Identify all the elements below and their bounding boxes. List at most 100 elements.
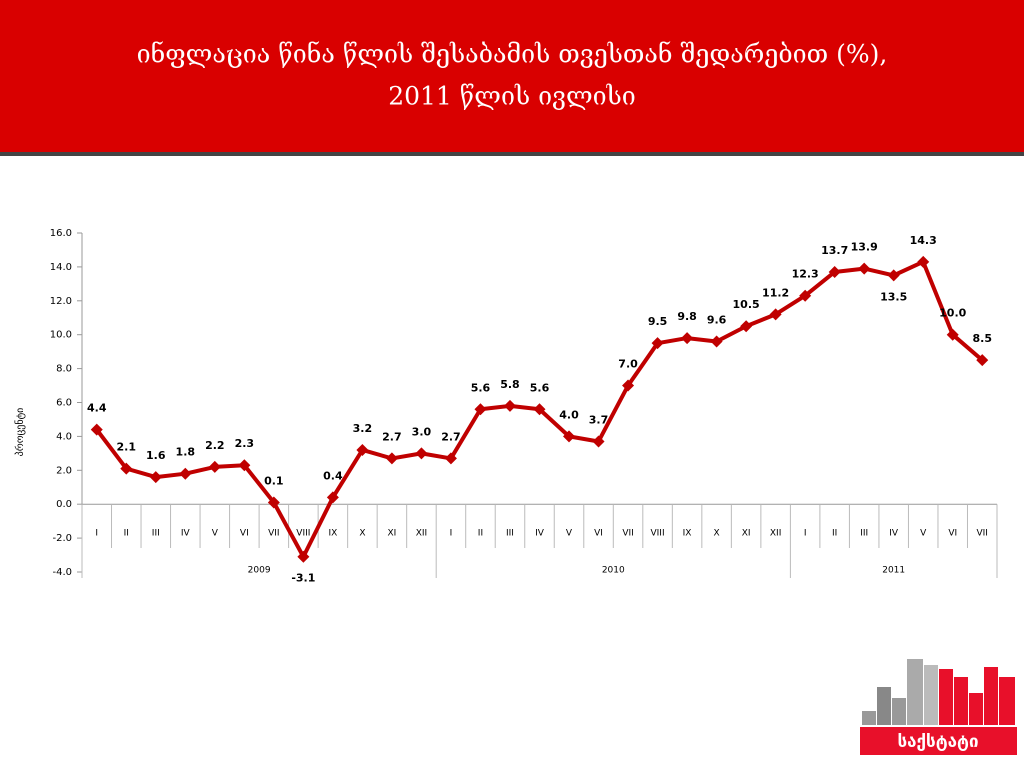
data-label: 11.2 [762, 286, 789, 299]
data-label: 2.1 [117, 441, 137, 454]
x-tick-label: I [95, 529, 98, 539]
logo: საქსტატი [860, 659, 1017, 755]
x-tick-label: IV [535, 529, 545, 539]
y-tick-label: 6.0 [56, 398, 72, 409]
data-label: 5.6 [530, 381, 550, 394]
x-tick-label: III [860, 529, 868, 539]
x-tick-label: VII [622, 529, 633, 539]
logo-bar [907, 659, 923, 725]
marker [149, 471, 162, 484]
marker [385, 452, 398, 465]
marker [533, 403, 546, 416]
marker [592, 435, 605, 448]
chart-title: ინფლაცია წინა წლის შესაბამის თვესთან შედ… [137, 40, 888, 69]
x-tick-label: VIII [296, 529, 310, 539]
data-label: 12.3 [792, 268, 819, 281]
x-tick-label: II [124, 529, 129, 539]
marker [474, 403, 487, 416]
y-tick-label: 0.0 [56, 499, 72, 510]
data-label: 1.8 [176, 446, 196, 459]
marker [622, 379, 635, 392]
data-label: 4.4 [87, 402, 107, 415]
group-label: 2009 [248, 566, 271, 576]
data-label: 14.3 [910, 234, 937, 247]
data-label: 5.8 [500, 378, 520, 391]
data-label: 3.2 [353, 422, 373, 435]
marker [828, 265, 841, 278]
logo-bar [999, 677, 1015, 725]
x-tick-label: II [832, 529, 837, 539]
data-label: 1.6 [146, 449, 166, 462]
plot: -4.0 -2.0 0.0 2.0 4.0 6.0 8.0 10.0 12.0 14.0 16.0 I… [50, 228, 998, 585]
data-label: 3.0 [412, 425, 432, 438]
marker [946, 328, 959, 341]
x-tick-label: VI [948, 529, 957, 539]
data-label: 3.7 [589, 413, 609, 426]
x-tick-label: IV [181, 529, 191, 539]
group-label: 2011 [882, 566, 905, 576]
data-label: 9.5 [648, 315, 668, 328]
y-tick-label: 16.0 [50, 228, 72, 239]
marker [681, 332, 694, 345]
y-tick-label: 2.0 [56, 465, 72, 476]
marker [651, 337, 664, 350]
chart-subtitle: 2011 წლის ივლისი [388, 82, 636, 111]
x-tick-label: I [450, 529, 453, 539]
data-label: 9.6 [707, 313, 727, 326]
data-label: 2.7 [441, 430, 461, 443]
data-label: 10.5 [733, 298, 760, 311]
logo-bar [984, 667, 998, 725]
marker [356, 443, 369, 456]
marker [90, 423, 103, 436]
logo-bar [939, 669, 953, 725]
x-tick-label: XII [416, 529, 427, 539]
data-label: 13.9 [851, 241, 878, 254]
marker [917, 255, 930, 268]
data-label: 0.4 [323, 469, 343, 482]
logo-bar [969, 693, 983, 725]
marker [740, 320, 753, 333]
data-label: 13.5 [880, 290, 907, 303]
marker [326, 491, 339, 504]
header-band [0, 0, 1024, 152]
marker [769, 308, 782, 321]
y-tick-label: 14.0 [50, 262, 72, 273]
x-tick-label: III [152, 529, 160, 539]
y-tick-label: 8.0 [56, 364, 72, 375]
marker [120, 462, 133, 475]
logo-bar [862, 711, 876, 725]
x-tick-label: IV [889, 529, 899, 539]
data-label: 10.0 [939, 307, 966, 320]
x-tick-label: II [478, 529, 483, 539]
y-tick-label: 12.0 [50, 296, 72, 307]
y-tick-label: -2.0 [52, 533, 72, 544]
data-label: 7.0 [618, 358, 638, 371]
marker [179, 467, 192, 480]
marker [503, 399, 516, 412]
data-label: -3.1 [291, 572, 315, 585]
x-tick-label: V [212, 529, 219, 539]
marker [887, 269, 900, 282]
marker [238, 459, 251, 472]
x-tick-label: I [804, 529, 807, 539]
data-label: 9.8 [677, 310, 697, 323]
x-tick-label: V [920, 529, 927, 539]
logo-bar [892, 698, 906, 725]
y-axis-label: პროცენტი [14, 408, 26, 457]
data-label: 8.5 [972, 332, 992, 345]
logo-bar [924, 665, 938, 725]
x-tick-label: VII [268, 529, 279, 539]
x-tick-label: IX [328, 529, 337, 539]
marker [297, 550, 310, 563]
marker [208, 460, 221, 473]
x-tick-label: X [359, 529, 365, 539]
marker [710, 335, 723, 348]
x-tick-label: IX [683, 529, 692, 539]
data-label: 2.3 [235, 437, 255, 450]
y-tick-label: -4.0 [52, 567, 72, 578]
logo-text: საქსტატი [897, 732, 978, 752]
marker [444, 452, 457, 465]
x-tick-label: VII [977, 529, 988, 539]
